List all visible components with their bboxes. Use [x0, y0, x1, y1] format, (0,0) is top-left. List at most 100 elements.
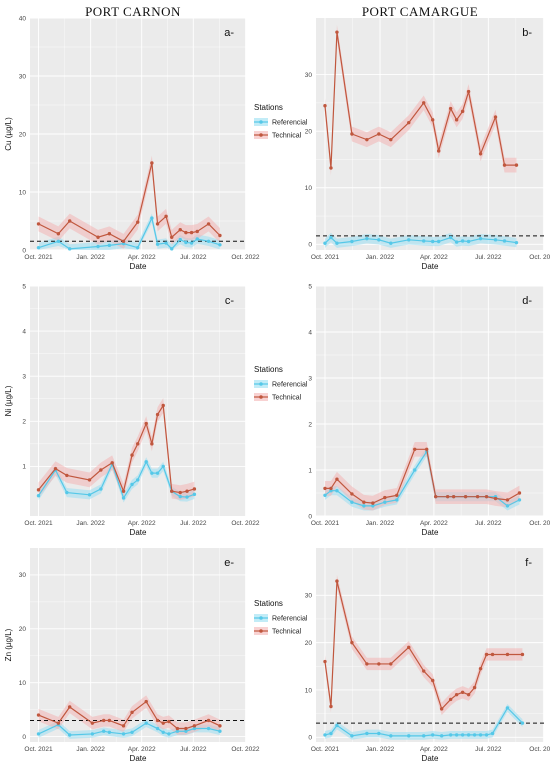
data-point-technical — [505, 498, 510, 502]
data-point-referencial — [395, 498, 399, 502]
legend-dot — [259, 395, 263, 399]
x-tick-label: Oct. 2021 — [311, 254, 340, 261]
x-tick-label: Jan. 2022 — [76, 254, 105, 261]
data-point-referencial — [178, 237, 182, 242]
panel-label: d- — [522, 295, 532, 307]
data-point-technical — [136, 220, 140, 224]
y-tick-label: 1 — [308, 467, 312, 474]
data-point-technical — [436, 149, 441, 153]
x-axis-title: Date — [130, 528, 147, 537]
data-point-referencial — [206, 726, 211, 731]
data-point-technical — [478, 152, 483, 156]
title-port-carnon: PORT CARNON — [85, 4, 181, 19]
data-point-technical — [329, 486, 333, 491]
panel-c: 1 2 3 4 5 Oct. 2021 Jan. 2022 Apr. 2022 Jul. 202… — [4, 283, 260, 537]
data-point-technical — [430, 118, 435, 122]
data-point-referencial — [484, 733, 489, 737]
data-point-technical — [520, 652, 525, 657]
y-tick-label: 1 — [22, 464, 26, 471]
data-point-referencial — [121, 732, 126, 736]
y-tick-label: 20 — [305, 128, 313, 135]
y-tick-label: 5 — [22, 283, 26, 290]
data-point-technical — [178, 490, 182, 495]
data-point-referencial — [206, 239, 211, 243]
data-point-referencial — [150, 216, 154, 220]
data-point-technical — [121, 489, 126, 493]
x-tick-label: Apr. 2022 — [420, 520, 448, 527]
data-point-technical — [433, 494, 438, 499]
data-point-referencial — [362, 504, 366, 508]
data-point-referencial — [466, 239, 471, 244]
x-tick-label: Apr. 2022 — [128, 254, 156, 261]
data-point-technical — [371, 501, 375, 505]
panel-a: 0 10 20 30 40 Oct. 2021 Jan. 2022 Apr. 2022 Jul.… — [4, 15, 260, 271]
legend-title: Stations — [254, 599, 283, 608]
data-point-technical — [175, 726, 180, 731]
data-point-referencial — [365, 731, 369, 736]
data-point-referencial — [218, 729, 222, 733]
data-point-referencial — [99, 487, 103, 491]
data-point-technical — [96, 235, 100, 239]
data-point-referencial — [371, 504, 375, 508]
data-point-referencial — [36, 732, 41, 736]
data-point-referencial — [389, 734, 393, 738]
data-point-technical — [161, 403, 165, 408]
data-point-referencial — [350, 500, 354, 504]
y-axis-title: Cu (µg/L) — [4, 117, 13, 151]
data-point-referencial — [175, 729, 180, 733]
data-point-technical — [155, 718, 160, 723]
data-point-referencial — [90, 732, 95, 736]
x-tick-label: Oct. 2022 — [529, 520, 550, 527]
legend: Stations Referencial Technical — [254, 365, 308, 402]
data-point-referencial — [130, 482, 134, 487]
data-point-technical — [323, 104, 327, 108]
data-point-technical — [335, 30, 339, 34]
data-point-technical — [161, 721, 165, 725]
data-point-referencial — [422, 239, 426, 243]
legend-label: Technical — [272, 395, 302, 402]
x-axis-title: Date — [422, 528, 439, 537]
data-point-technical — [107, 718, 112, 723]
legend-label: Referencial — [272, 616, 308, 623]
data-point-referencial — [436, 239, 441, 244]
y-axis-title: Zn (µg/L) — [4, 628, 13, 661]
data-point-technical — [170, 489, 174, 493]
ribbon-technical — [324, 24, 517, 176]
y-tick-label: 10 — [19, 680, 27, 687]
data-point-technical — [490, 652, 495, 657]
data-point-referencial — [520, 721, 525, 725]
data-point-technical — [329, 166, 333, 170]
x-axis-title: Date — [422, 262, 439, 271]
data-point-referencial — [184, 240, 188, 245]
legend-title: Stations — [254, 103, 283, 112]
y-tick-label: 3 — [22, 373, 26, 380]
data-point-referencial — [448, 733, 453, 737]
data-point-referencial — [164, 241, 168, 245]
data-point-technical — [150, 161, 154, 165]
y-tick-label: 0 — [308, 513, 312, 520]
data-point-technical — [121, 239, 126, 243]
data-point-technical — [517, 491, 522, 495]
data-point-technical — [90, 721, 95, 725]
data-point-technical — [365, 662, 369, 666]
panel-background — [316, 18, 544, 250]
panel-label: b- — [522, 27, 532, 39]
y-tick-label: 0 — [22, 734, 26, 741]
data-point-technical — [107, 232, 112, 236]
data-point-technical — [102, 718, 106, 723]
legend-key-technical — [254, 131, 268, 139]
x-tick-label: Oct. 2022 — [231, 520, 260, 527]
data-point-technical — [439, 707, 444, 711]
legend-dot — [259, 616, 263, 620]
data-point-referencial — [323, 733, 327, 737]
y-tick-label: 40 — [19, 15, 27, 22]
data-point-technical — [407, 645, 411, 650]
data-point-technical — [451, 494, 456, 499]
data-point-technical — [130, 710, 134, 715]
y-tick-label: 10 — [305, 687, 313, 694]
legend-label: Technical — [272, 133, 302, 140]
data-point-technical — [121, 724, 126, 728]
data-point-technical — [445, 494, 450, 499]
x-tick-label: Apr. 2022 — [128, 746, 156, 753]
